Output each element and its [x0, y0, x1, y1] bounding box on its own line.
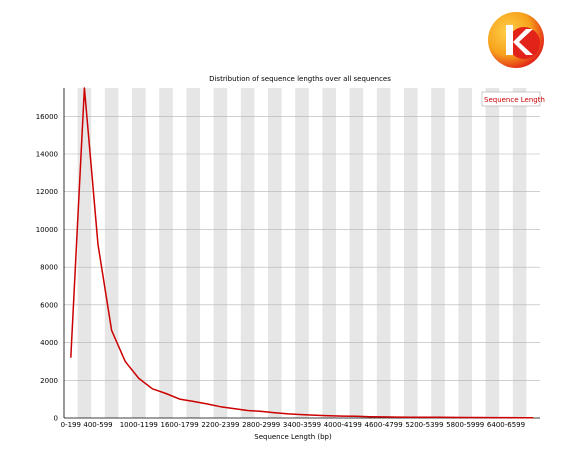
chart-band: [295, 88, 309, 418]
x-tick-label: 2200-2399: [201, 421, 239, 429]
chart-band: [240, 88, 255, 418]
x-tick-label: 5800-5999: [446, 421, 484, 429]
x-tick-label: 2800-2999: [242, 421, 280, 429]
chart-legend: Sequence Length: [481, 91, 545, 107]
y-tick-label: 8000: [40, 264, 58, 272]
chart-band: [512, 88, 527, 418]
chart-title: Distribution of sequence lengths over al…: [209, 75, 391, 83]
chart-series: [70, 87, 534, 419]
x-tick-label: 5200-5399: [405, 421, 443, 429]
chart-band: [322, 88, 336, 418]
kraken-logo-icon: [486, 10, 546, 70]
y-tick-label: 14000: [36, 151, 58, 159]
x-tick-label: 4000-4199: [324, 421, 362, 429]
chart-band: [485, 88, 500, 418]
legend-label: Sequence Length: [484, 96, 545, 104]
x-tick-label: 1000-1199: [120, 421, 158, 429]
chart-band: [376, 88, 391, 418]
chart-band: [213, 88, 228, 418]
chart-band: [404, 88, 418, 418]
chart-band: [268, 88, 282, 418]
series-line: [70, 87, 534, 419]
x-axis-label: Sequence Length (bp): [254, 433, 332, 441]
chart-band: [186, 88, 200, 418]
x-tick-label: 400-599: [83, 421, 112, 429]
y-tick-label: 2000: [40, 377, 58, 385]
y-axis-ticks: 0 2000 4000 6000 8000 10000 12000 14000 16000: [36, 113, 58, 423]
chart-band: [349, 88, 364, 418]
chart-band: [458, 88, 472, 418]
chart-band: [77, 88, 92, 418]
x-tick-label: 6400-6599: [487, 421, 525, 429]
y-tick-label: 6000: [40, 301, 58, 309]
chart-band: [159, 88, 173, 418]
y-tick-label: 4000: [40, 339, 58, 347]
x-tick-label: 1600-1799: [161, 421, 199, 429]
x-tick-label: 4600-4799: [365, 421, 403, 429]
y-tick-label: 10000: [36, 226, 58, 234]
x-tick-label: 3400-3599: [283, 421, 321, 429]
y-tick-label: 12000: [36, 188, 58, 196]
chart-band: [132, 88, 146, 418]
chart-bands: [77, 88, 527, 418]
legend-box: [481, 91, 541, 107]
chart-band: [104, 88, 119, 418]
x-axis-ticks: 0-199 400-599 1000-1199 1600-1799 2200-2399 2…: [61, 421, 525, 429]
chart-band: [431, 88, 445, 418]
x-tick-label: 0-199: [61, 421, 81, 429]
y-tick-label: 16000: [36, 113, 58, 121]
chart-gridlines: [64, 115, 540, 381]
y-tick-label: 0: [54, 415, 58, 423]
